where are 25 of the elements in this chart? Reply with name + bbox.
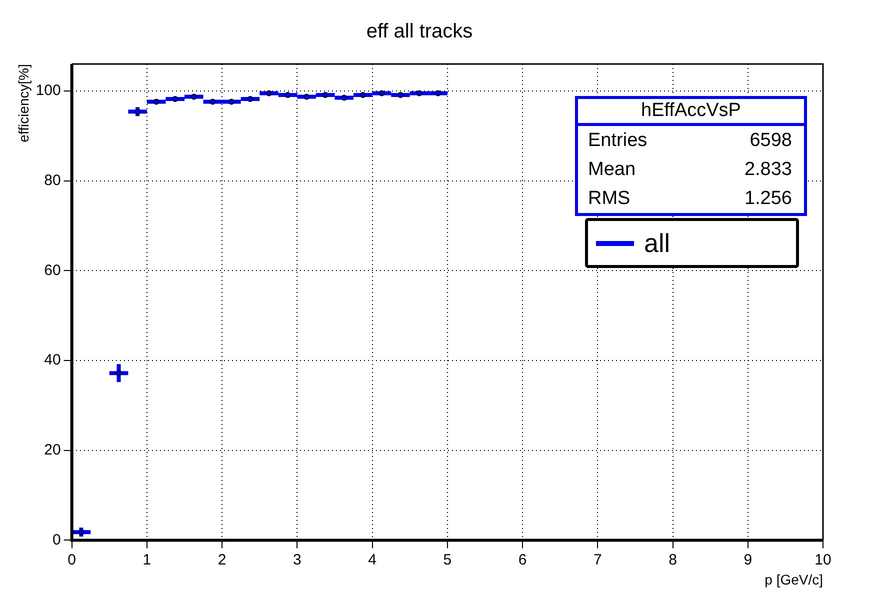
text: Entries 6598 [588,130,792,151]
y-tick-label: 40 [44,352,61,369]
text: Mean 2.833 [588,159,792,180]
y-tick-label: 0 [52,531,61,548]
x-tick-label: 10 [814,551,832,568]
x-tick-label: 5 [443,551,452,568]
legend-label: all [644,228,670,258]
x-axis-title: p [GeV/c] [764,571,823,588]
x-tick-label: 9 [744,551,752,568]
chart-title: eff all tracks [366,20,473,43]
x-tick-label: 8 [668,551,677,568]
y-tick-label: 80 [44,172,61,189]
x-tick-label: 3 [293,551,302,568]
x-tick-label: 0 [68,551,76,568]
y-tick-label: 20 [44,441,61,458]
x-tick-label: 7 [593,551,602,568]
y-tick-label: 60 [44,262,61,279]
x-tick-label: 2 [218,551,226,568]
x-tick-label: 6 [518,551,527,568]
text: RMS 1.256 [588,188,792,209]
y-axis-title: efficiency[%] [15,64,32,142]
x-tick-label: 4 [368,551,376,568]
annotation: hEffAccVsP [578,99,804,126]
y-tick-label: 100 [36,82,61,100]
x-tick-label: 1 [142,551,152,568]
